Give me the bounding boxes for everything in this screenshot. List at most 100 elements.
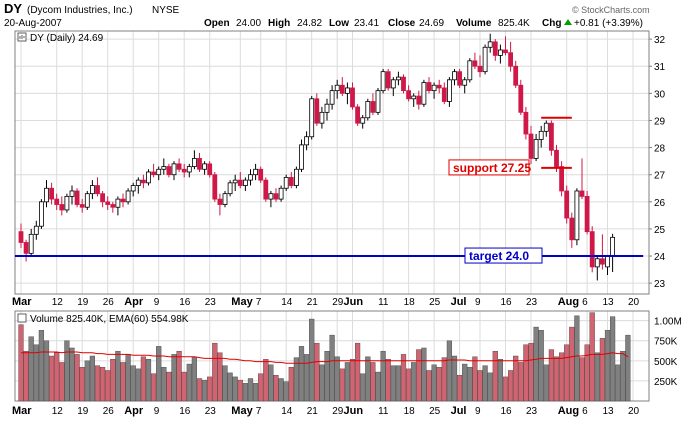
volume-bar-down [207, 376, 213, 402]
candle-down [120, 198, 126, 203]
candle-up [44, 187, 49, 203]
candle-up [309, 98, 315, 138]
volume-bar-up [156, 346, 162, 402]
volume-bar-up [360, 373, 366, 402]
volume-bar-down [263, 359, 269, 402]
volume-bar-up [497, 359, 504, 402]
candle-up [227, 182, 233, 195]
volume-bar-down [406, 368, 412, 402]
candle-down [406, 90, 412, 100]
volume-bar-down [181, 371, 187, 402]
volume-tick-label: 500K [654, 357, 678, 368]
volume-bar-up [462, 363, 468, 402]
candle-up [253, 168, 259, 176]
candle-up [161, 166, 167, 170]
volume-bar-up [191, 356, 198, 402]
volume-bar-up [171, 354, 177, 402]
price-panel-border [14, 30, 650, 295]
volume-bar-down [513, 355, 519, 402]
price-x-label: 13 [603, 297, 615, 308]
volume-bar-up [329, 334, 335, 402]
price-tick-label: 29 [654, 116, 666, 127]
candle-down [176, 163, 182, 170]
volume-bar-up [615, 364, 621, 402]
volume-legend: Volume 825.40K, EMA(60) 554.98K [30, 314, 189, 325]
candle-up [84, 193, 90, 208]
candle-down [197, 158, 202, 170]
candle-up [130, 185, 136, 192]
candle-up [283, 177, 289, 189]
candle-down [513, 65, 519, 86]
price-x-label: 11 [378, 297, 389, 308]
candle-down [523, 111, 529, 135]
candle-up [299, 144, 304, 170]
volume-bar-down [339, 368, 345, 402]
candle-down [436, 84, 442, 89]
volume-bar-up [227, 372, 233, 402]
volume-bar-up [446, 340, 453, 402]
candle-up [446, 79, 452, 102]
volume-bar-up [380, 350, 386, 402]
candle-up [329, 90, 335, 105]
volume-bar-down [314, 342, 320, 402]
volume-bar-up [482, 365, 488, 402]
volume-bar-up [304, 354, 310, 402]
volume-bar-down [589, 312, 595, 402]
volume-x-label: 23 [205, 406, 217, 417]
volume-x-label: 9 [475, 406, 481, 417]
volume-bar-down [49, 355, 55, 402]
volume-bar-down [74, 354, 80, 402]
price-tick-label: 28 [654, 144, 666, 155]
volume-bar-up [324, 350, 330, 402]
candle-down [95, 185, 100, 195]
volume-bar-down [140, 356, 147, 402]
volume-bar-down [166, 371, 172, 402]
volume-bar-up [145, 359, 152, 402]
price-tick-label: 30 [654, 89, 666, 100]
candle-up [39, 201, 44, 227]
up-arrow-icon [564, 19, 572, 25]
candle-up [171, 163, 177, 176]
volume-x-label: Mar [12, 405, 32, 417]
candle-up [360, 117, 366, 124]
candle-up [497, 49, 503, 56]
volume-bar-down [472, 356, 478, 402]
volume-x-label: May [231, 405, 253, 417]
volume-bar-up [375, 371, 381, 402]
candle-up [411, 95, 417, 100]
candle-down [100, 193, 105, 203]
chart-header: DY (Dycom Industries, Inc.) NYSE © Stock… [4, 1, 650, 29]
volume-bar-down [23, 350, 29, 402]
candle-down [589, 231, 595, 268]
volume-bar-up [222, 365, 228, 402]
volume-x-label: 16 [501, 406, 513, 417]
candle-down [140, 179, 146, 184]
candle-down [508, 52, 514, 67]
price-x-label: Aug [558, 296, 579, 308]
quote-date: 20-Aug-2007 [4, 18, 62, 29]
volume-bar-up [487, 372, 493, 402]
volume-x-label: 7 [256, 406, 262, 417]
volume-x-label: Jun [344, 405, 364, 417]
candle-up [482, 46, 488, 73]
candle-up [135, 179, 141, 186]
candle-legend-icon [19, 35, 25, 39]
volume-bar-down [258, 373, 264, 402]
candle-up [115, 198, 121, 208]
volume-bar-down [426, 370, 432, 402]
price-x-label: Jul [451, 296, 467, 308]
candle-down [18, 231, 24, 243]
volume-bar-up [365, 356, 371, 402]
volume-x-label: Aug [558, 405, 579, 417]
candle-up [462, 79, 468, 86]
volume-bar-down [584, 344, 590, 402]
volume-x-label: 20 [628, 406, 640, 417]
volume-bar-up [130, 365, 136, 402]
volume-legend-swatch-icon [17, 313, 27, 323]
volume-bar-down [564, 344, 570, 402]
open-value: 24.00 [236, 18, 261, 29]
volume-bar-down [99, 367, 106, 402]
candle-down [385, 71, 391, 89]
volume-bar-up [242, 383, 249, 402]
